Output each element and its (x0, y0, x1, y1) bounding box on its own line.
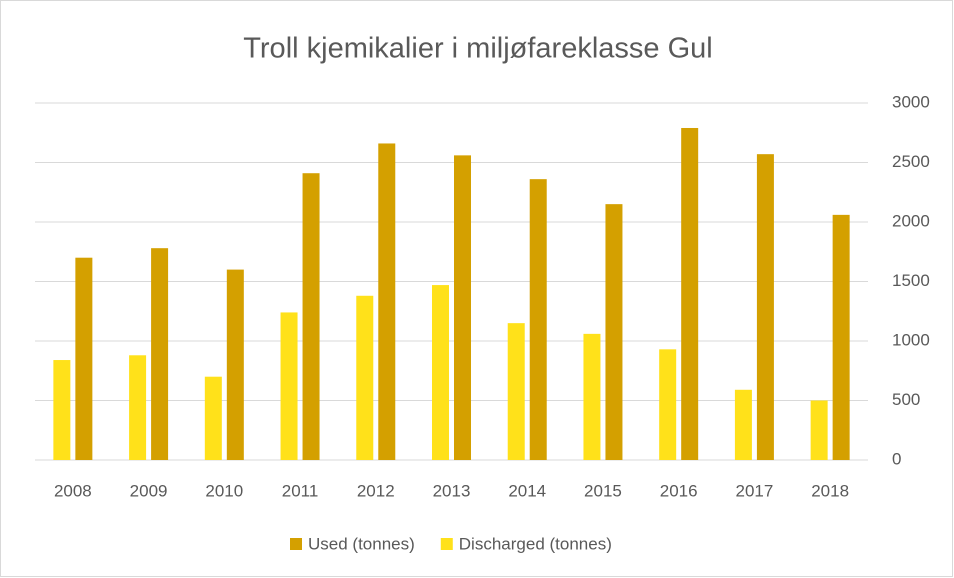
bar (756, 154, 774, 461)
bar (75, 257, 93, 460)
bar (302, 173, 320, 460)
bar (832, 214, 850, 460)
chart-title: Troll kjemikalier i miljøfareklasse Gul (243, 33, 712, 65)
bar (605, 204, 623, 460)
bar (356, 295, 374, 460)
x-tick-label: 2014 (508, 481, 546, 500)
y-tick-label: 3000 (892, 92, 930, 111)
x-tick-label: 2008 (54, 481, 92, 500)
bar (151, 248, 169, 460)
bar (810, 400, 828, 460)
bar (53, 360, 71, 460)
x-tick-label: 2009 (130, 481, 168, 500)
x-tick-label: 2016 (660, 481, 698, 500)
bar (681, 127, 699, 461)
y-tick-label: 0 (892, 449, 901, 468)
bar (204, 376, 222, 460)
y-tick-label: 1500 (892, 271, 930, 290)
bar (659, 349, 677, 460)
legend-swatch (290, 538, 302, 550)
bar (226, 269, 244, 460)
x-tick-label: 2012 (357, 481, 395, 500)
legend-swatch (440, 538, 453, 550)
legend-label: Discharged (tonnes) (459, 534, 612, 553)
bar (280, 312, 298, 460)
bar (734, 389, 752, 460)
bar (507, 323, 525, 460)
x-tick-label: 2013 (433, 481, 471, 500)
x-tick-label: 2017 (735, 481, 773, 500)
x-tick-label: 2010 (205, 481, 243, 500)
x-tick-label: 2011 (282, 481, 319, 500)
bar (529, 179, 547, 460)
bar (378, 143, 396, 460)
y-tick-label: 2500 (892, 152, 930, 171)
y-tick-label: 500 (892, 390, 920, 409)
bar (454, 155, 471, 461)
bar (432, 285, 449, 460)
y-tick-label: 1000 (892, 330, 930, 349)
x-tick-label: 2015 (584, 481, 622, 500)
bar (129, 355, 147, 460)
x-tick-label: 2018 (811, 481, 849, 500)
y-tick-label: 2000 (892, 211, 930, 230)
legend-label: Used (tonnes) (308, 534, 415, 553)
bar (583, 333, 601, 460)
